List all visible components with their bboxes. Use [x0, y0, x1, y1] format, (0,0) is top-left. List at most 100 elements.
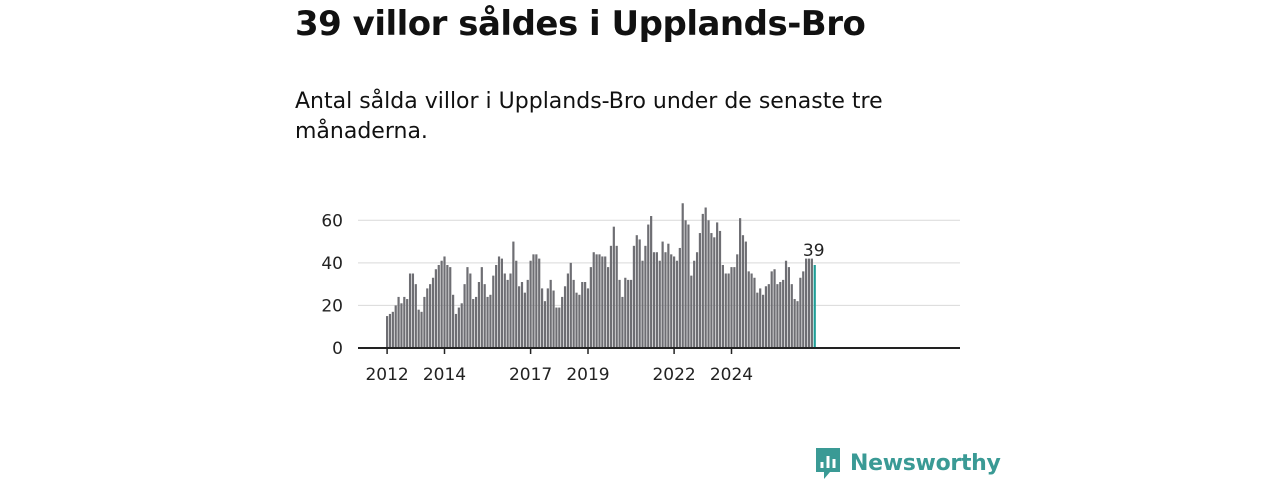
- x-tick-label: 2022: [652, 365, 695, 385]
- bar: [805, 258, 808, 348]
- bar: [710, 233, 713, 348]
- bar: [761, 294, 765, 348]
- bar: [724, 273, 727, 348]
- bar: [736, 254, 739, 348]
- bar: [595, 254, 598, 348]
- bar: [650, 216, 653, 348]
- bar: [506, 279, 509, 348]
- bar: [538, 258, 541, 348]
- bar: [403, 296, 406, 348]
- bar: [764, 286, 768, 348]
- bar: [549, 279, 552, 348]
- bar: [747, 271, 750, 348]
- bar: [750, 273, 753, 348]
- bar: [503, 273, 506, 348]
- bar: [589, 267, 592, 348]
- bar: [675, 260, 679, 348]
- bar: [741, 235, 745, 348]
- bar: [569, 262, 572, 348]
- axes: 0 20 40 60 2012 2014 2017 2019 2022 2024 39: [321, 211, 960, 385]
- bar: [452, 294, 455, 348]
- bar-chart: 0 20 40 60 2012 2014 2017 2019 2022 2024 39: [321, 203, 960, 385]
- bar: [592, 252, 595, 348]
- bar: [440, 260, 443, 348]
- bar: [807, 258, 811, 348]
- bar: [652, 252, 656, 348]
- bar: [661, 241, 664, 348]
- bar: [739, 218, 742, 348]
- bar: [716, 222, 719, 348]
- bar: [776, 284, 779, 348]
- bar: [810, 258, 813, 348]
- bar: [773, 269, 776, 348]
- bar: [799, 277, 802, 348]
- bar: [386, 316, 389, 348]
- bar-series: [386, 203, 816, 348]
- bar: [756, 292, 759, 348]
- bar: [601, 256, 604, 348]
- bar: [469, 273, 472, 348]
- bar: [529, 260, 532, 348]
- bar: [664, 252, 667, 348]
- y-tick-label: 0: [332, 339, 343, 359]
- bar: [518, 286, 521, 348]
- bar: [558, 307, 561, 348]
- bar: [644, 245, 647, 348]
- bar: [520, 282, 524, 348]
- bar: [655, 252, 658, 348]
- bar: [609, 245, 613, 348]
- x-tick-label: 2024: [710, 365, 753, 385]
- y-tick-label: 60: [321, 211, 343, 231]
- bar: [635, 235, 638, 348]
- bar: [426, 288, 429, 348]
- bar: [767, 284, 770, 348]
- bar: [695, 252, 699, 348]
- bar: [400, 303, 403, 348]
- bar: [632, 245, 636, 348]
- bar: [406, 299, 409, 348]
- bar: [796, 301, 799, 348]
- bar: [480, 267, 483, 348]
- bar: [784, 260, 788, 348]
- bar: [718, 230, 722, 348]
- bar: [612, 226, 615, 348]
- bar: [673, 256, 676, 348]
- bar: [658, 260, 661, 348]
- bar: [414, 284, 417, 348]
- bar: [802, 271, 805, 348]
- bar: [581, 282, 584, 348]
- bar: [552, 290, 555, 348]
- bar: [727, 273, 730, 348]
- bar: [713, 237, 716, 348]
- bar: [586, 288, 590, 348]
- bar: [733, 267, 736, 348]
- bar: [618, 279, 621, 348]
- bar: [466, 267, 469, 348]
- bar: [575, 292, 578, 348]
- bar-highlight: [813, 264, 816, 348]
- bar: [681, 203, 684, 348]
- bar: [563, 286, 567, 348]
- bar: [460, 303, 463, 348]
- bar: [429, 284, 432, 348]
- bar: [526, 279, 529, 348]
- bar: [647, 224, 650, 348]
- bar: [561, 296, 564, 348]
- bar: [417, 309, 420, 348]
- bar: [707, 220, 710, 348]
- bar: [454, 313, 458, 348]
- bar: [463, 284, 466, 348]
- bar: [687, 224, 690, 348]
- bar: [759, 288, 762, 348]
- bar: [793, 299, 796, 348]
- bar: [497, 256, 501, 348]
- bar: [388, 313, 392, 348]
- bar: [492, 275, 495, 348]
- bar: [423, 296, 426, 348]
- newsworthy-logo-icon: [816, 448, 840, 479]
- bar: [704, 207, 707, 348]
- bar: [474, 296, 478, 348]
- bar: [408, 273, 412, 348]
- data-label-latest: 39: [803, 241, 825, 261]
- bar: [721, 264, 724, 348]
